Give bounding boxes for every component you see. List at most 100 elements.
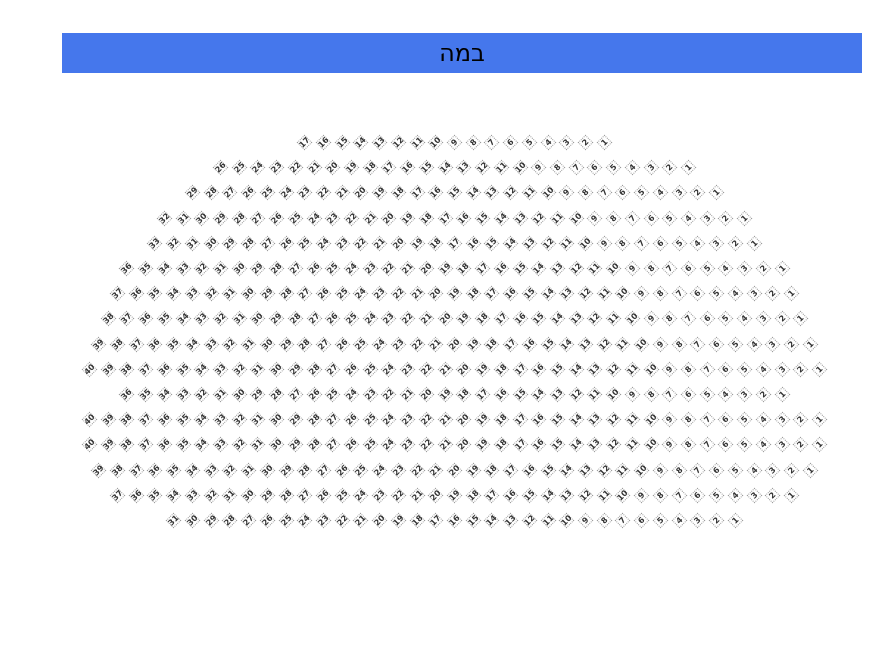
seat[interactable]: 36: [119, 386, 135, 403]
seat[interactable]: 25: [231, 159, 247, 176]
seat[interactable]: 21: [427, 336, 444, 352]
seat[interactable]: 9: [633, 285, 650, 302]
seat[interactable]: 26: [212, 159, 229, 176]
seat[interactable]: 12: [530, 210, 547, 226]
seat[interactable]: 32: [231, 437, 247, 453]
seat[interactable]: 37: [137, 437, 154, 453]
seat[interactable]: 6: [718, 437, 734, 453]
seat[interactable]: 30: [184, 512, 201, 529]
seat[interactable]: 31: [250, 411, 266, 428]
seat[interactable]: 10: [427, 134, 444, 151]
seat[interactable]: 24: [343, 260, 360, 277]
seat[interactable]: 12: [605, 361, 622, 378]
seat[interactable]: 1: [774, 386, 790, 403]
seat[interactable]: 13: [549, 260, 566, 277]
seat[interactable]: 7: [690, 462, 706, 478]
seat[interactable]: 21: [306, 159, 322, 176]
seat[interactable]: 22: [418, 437, 435, 453]
seat[interactable]: 36: [147, 462, 163, 478]
seat[interactable]: 20: [418, 260, 435, 277]
seat[interactable]: 9: [643, 311, 659, 327]
seat[interactable]: 23: [315, 512, 332, 529]
seat[interactable]: 11: [596, 285, 613, 302]
seat[interactable]: 20: [418, 386, 435, 403]
seat[interactable]: 37: [119, 311, 135, 327]
seat[interactable]: 4: [671, 512, 687, 529]
seat[interactable]: 11: [493, 159, 510, 176]
seat[interactable]: 32: [222, 336, 238, 352]
seat[interactable]: 12: [587, 311, 603, 327]
seat[interactable]: 30: [231, 260, 247, 277]
seat[interactable]: 34: [193, 437, 210, 453]
seat[interactable]: 1: [793, 311, 809, 327]
seat[interactable]: 19: [465, 462, 481, 478]
seat[interactable]: 30: [231, 386, 247, 403]
seat[interactable]: 27: [325, 411, 341, 428]
seat[interactable]: 14: [568, 411, 584, 428]
seat[interactable]: 35: [165, 462, 182, 478]
seat[interactable]: 20: [427, 487, 444, 504]
seat[interactable]: 31: [250, 437, 266, 453]
seat[interactable]: 25: [325, 386, 341, 403]
seat[interactable]: 1: [811, 361, 828, 378]
seat[interactable]: 6: [708, 336, 725, 352]
seat[interactable]: 17: [296, 134, 313, 151]
seat[interactable]: 33: [212, 411, 229, 428]
seat[interactable]: 32: [231, 361, 247, 378]
seat[interactable]: 9: [624, 260, 641, 277]
seat[interactable]: 2: [755, 386, 772, 403]
seat[interactable]: 31: [222, 285, 238, 302]
seat[interactable]: 4: [718, 260, 734, 277]
seat[interactable]: 30: [268, 437, 285, 453]
seat[interactable]: 25: [296, 235, 313, 252]
seat[interactable]: 23: [268, 159, 285, 176]
seat[interactable]: 34: [175, 311, 191, 327]
seat[interactable]: 18: [474, 311, 491, 327]
seat[interactable]: 35: [147, 285, 163, 302]
seat[interactable]: 27: [259, 235, 276, 252]
seat[interactable]: 33: [175, 386, 191, 403]
seat[interactable]: 18: [390, 185, 407, 201]
seat[interactable]: 10: [643, 361, 659, 378]
seat[interactable]: 14: [568, 361, 584, 378]
seat[interactable]: 10: [615, 487, 631, 504]
seat[interactable]: 4: [746, 336, 762, 352]
seat[interactable]: 22: [315, 185, 332, 201]
seat[interactable]: 35: [175, 437, 191, 453]
seat[interactable]: 4: [727, 487, 744, 504]
seat[interactable]: 27: [325, 361, 341, 378]
seat[interactable]: 34: [156, 386, 173, 403]
seat[interactable]: 2: [690, 185, 706, 201]
seat[interactable]: 34: [184, 336, 201, 352]
seat[interactable]: 3: [746, 487, 762, 504]
seat[interactable]: 17: [502, 336, 519, 352]
seat[interactable]: 2: [793, 437, 809, 453]
seat[interactable]: 4: [624, 159, 641, 176]
seat[interactable]: 26: [259, 512, 276, 529]
seat[interactable]: 22: [390, 285, 407, 302]
seat[interactable]: 33: [184, 285, 201, 302]
seat[interactable]: 28: [231, 210, 247, 226]
seat[interactable]: 19: [390, 512, 407, 529]
seat[interactable]: 2: [764, 285, 781, 302]
seat[interactable]: 14: [559, 336, 575, 352]
seat[interactable]: 19: [399, 210, 416, 226]
seat[interactable]: 3: [736, 260, 753, 277]
seat[interactable]: 27: [222, 185, 238, 201]
seat[interactable]: 29: [250, 386, 266, 403]
seat[interactable]: 35: [156, 311, 173, 327]
seat[interactable]: 38: [119, 361, 135, 378]
seat[interactable]: 22: [287, 159, 304, 176]
seat[interactable]: 29: [287, 411, 304, 428]
seat[interactable]: 16: [315, 134, 332, 151]
seat[interactable]: 12: [577, 487, 594, 504]
seat[interactable]: 34: [184, 462, 201, 478]
seat[interactable]: 27: [287, 386, 304, 403]
seat[interactable]: 3: [559, 134, 575, 151]
seat[interactable]: 21: [437, 437, 453, 453]
seat[interactable]: 18: [465, 285, 481, 302]
seat[interactable]: 1: [727, 512, 744, 529]
seat[interactable]: 14: [437, 159, 453, 176]
seat[interactable]: 26: [325, 311, 341, 327]
seat[interactable]: 5: [633, 185, 650, 201]
